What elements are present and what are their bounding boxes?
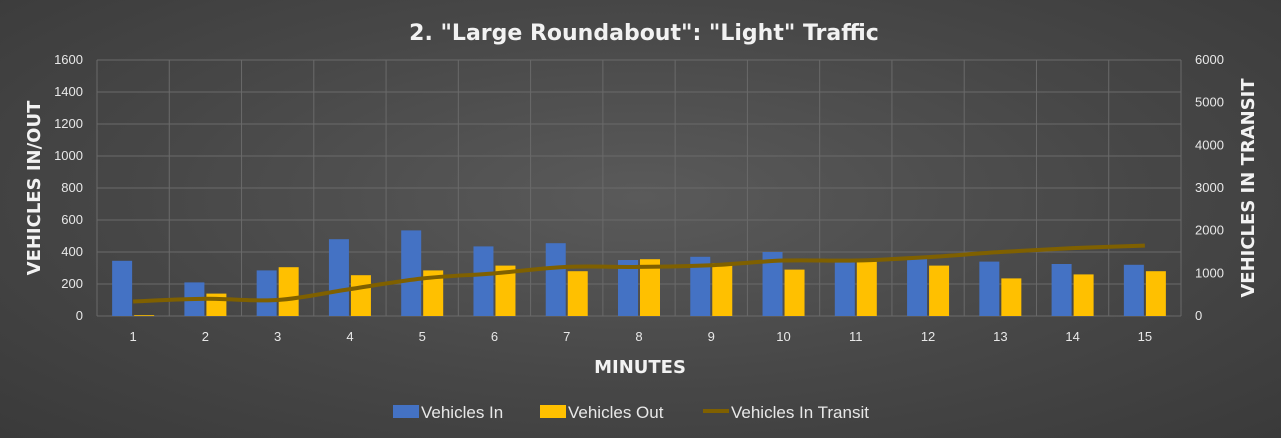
y-tick-label: 0 [76, 308, 83, 323]
x-axis-title: MINUTES [594, 357, 686, 378]
bar-vehicles-in [762, 252, 783, 316]
bar-vehicles-out [784, 269, 805, 316]
y-axis-title: VEHICLES IN/OUT [24, 100, 45, 275]
legend-vehicles-out-label: Vehicles Out [568, 403, 664, 422]
x-tick-label: 15 [1138, 329, 1152, 344]
bar-vehicles-out [1145, 271, 1166, 316]
x-tick-label: 6 [491, 329, 498, 344]
chart-title: 2. "Large Roundabout": "Light" Traffic [409, 21, 879, 46]
y-tick-label: 1000 [54, 148, 83, 163]
line-vehicles-in-transit [133, 243, 1145, 304]
gridlines [96, 59, 1182, 317]
x-tick-label: 13 [993, 329, 1007, 344]
y-tick-label: 1600 [54, 52, 83, 67]
x-tick-label: 12 [921, 329, 935, 344]
bar-vehicles-in [256, 270, 277, 316]
x-tick-label: 4 [346, 329, 353, 344]
y2-tick-label: 3000 [1195, 180, 1224, 195]
y-tick-label: 800 [61, 180, 83, 195]
legend-vehicles-in-swatch [393, 405, 419, 418]
tick-labels: 0200400600800100012001400160001000200030… [54, 52, 1224, 344]
bar-vehicles-out [350, 275, 371, 316]
bar-vehicles-in [328, 239, 349, 316]
y2-axis-title: VEHICLES IN TRANSIT [1238, 78, 1259, 298]
bars [112, 230, 1166, 316]
y-tick-label: 1200 [54, 116, 83, 131]
bar-vehicles-in [907, 258, 928, 316]
bar-vehicles-in [834, 259, 855, 316]
legend: Vehicles In Vehicles Out Vehicles In Trans… [393, 403, 869, 422]
y2-tick-label: 1000 [1195, 265, 1224, 280]
legend-vehicles-out-swatch [540, 405, 566, 418]
bar-vehicles-in [1051, 264, 1072, 316]
x-tick-label: 14 [1065, 329, 1079, 344]
x-tick-label: 2 [202, 329, 209, 344]
bar-vehicles-out [278, 267, 299, 316]
bar-vehicles-out [712, 263, 733, 316]
bar-vehicles-out [1073, 274, 1094, 316]
bar-vehicles-in [473, 246, 494, 316]
bar-vehicles-in [545, 243, 566, 316]
y2-tick-label: 2000 [1195, 223, 1224, 238]
bar-vehicles-in [1123, 264, 1144, 316]
x-tick-label: 3 [274, 329, 281, 344]
x-tick-label: 9 [708, 329, 715, 344]
bar-vehicles-in [979, 261, 1000, 316]
x-tick-label: 5 [419, 329, 426, 344]
transit-line [133, 243, 1145, 304]
legend-vehicles-in-transit-label: Vehicles In Transit [731, 403, 869, 422]
bar-vehicles-out [423, 270, 444, 316]
bar-vehicles-in [690, 256, 711, 316]
y2-tick-label: 0 [1195, 308, 1202, 323]
x-tick-label: 10 [776, 329, 790, 344]
bar-vehicles-out [567, 271, 588, 316]
x-tick-label: 1 [130, 329, 137, 344]
y-tick-label: 200 [61, 276, 83, 291]
x-tick-label: 7 [563, 329, 570, 344]
bar-vehicles-in [618, 260, 638, 316]
y-tick-label: 400 [61, 244, 83, 259]
y-tick-label: 600 [61, 212, 83, 227]
bar-vehicles-out [1001, 278, 1022, 316]
x-tick-label: 8 [635, 329, 642, 344]
y2-tick-label: 5000 [1195, 95, 1224, 110]
bar-vehicles-in [112, 260, 133, 316]
bar-vehicles-out [134, 315, 155, 316]
bar-vehicles-out [495, 265, 516, 316]
bar-vehicles-out [856, 260, 877, 316]
y-tick-label: 1400 [54, 84, 83, 99]
bar-vehicles-out [640, 259, 660, 316]
legend-vehicles-in-label: Vehicles In [421, 403, 503, 422]
y2-tick-label: 4000 [1195, 137, 1224, 152]
y2-tick-label: 6000 [1195, 52, 1224, 67]
x-tick-label: 11 [849, 329, 863, 344]
bar-vehicles-out [929, 265, 950, 316]
bar-vehicles-in [401, 230, 422, 316]
